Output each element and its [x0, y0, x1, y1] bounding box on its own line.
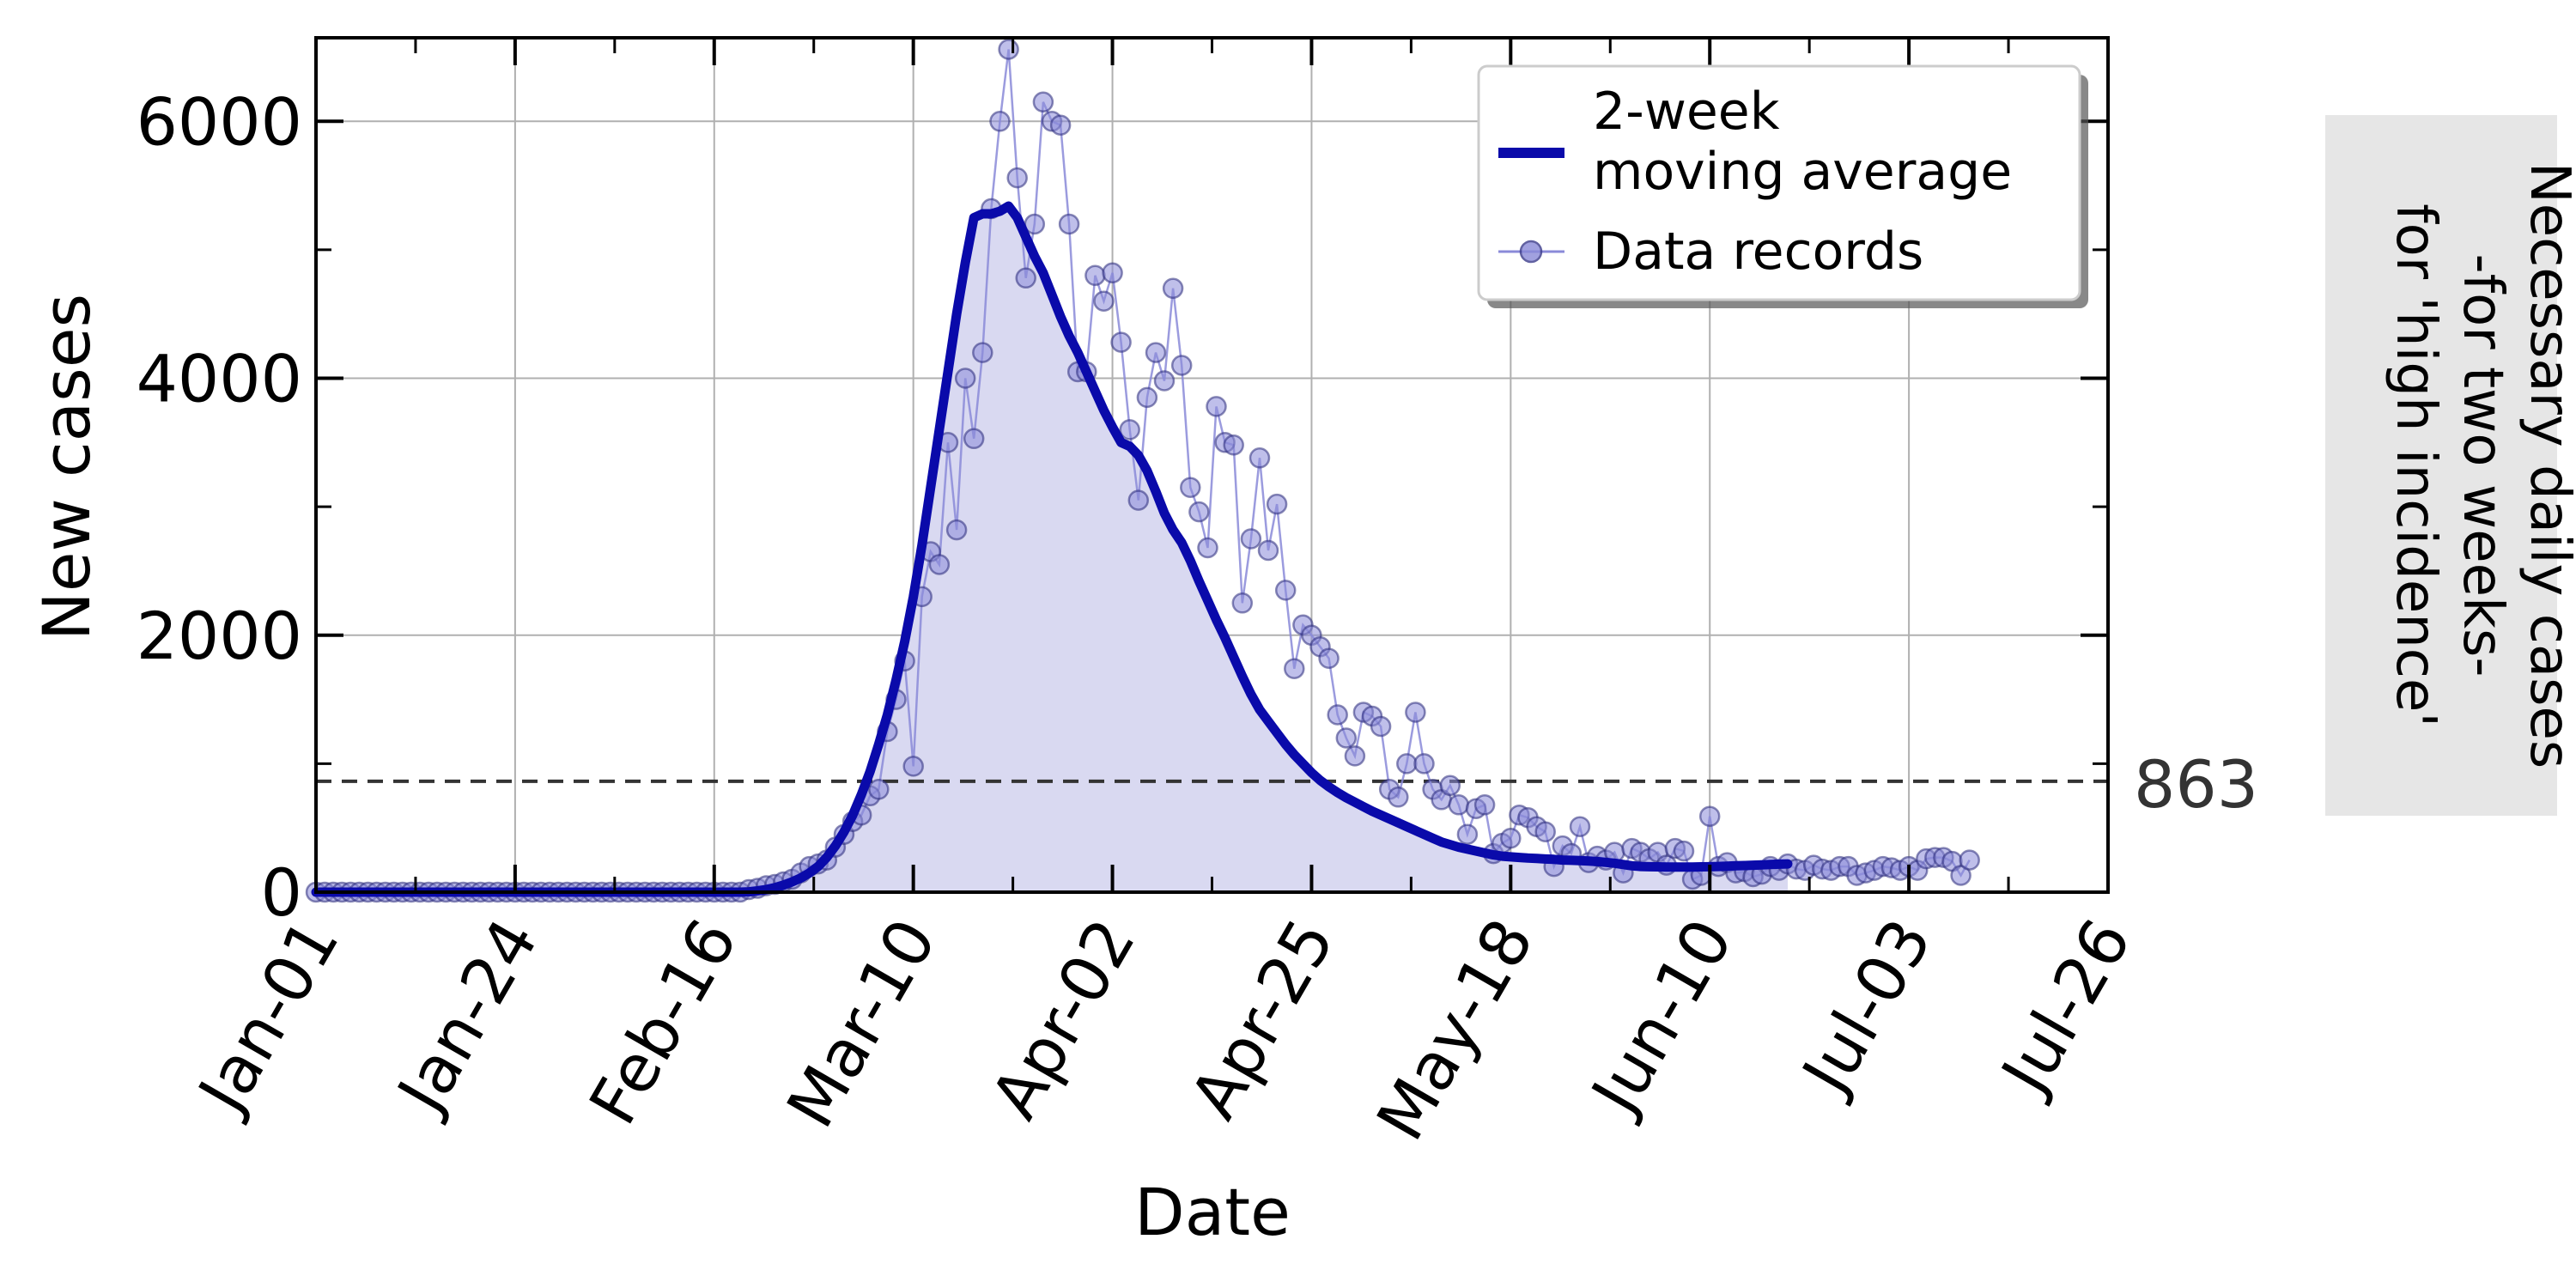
- legend-moving-average-label-line2: moving average: [1593, 142, 2012, 202]
- legend-data-records-marker-swatch: [1519, 240, 1543, 264]
- data-record-point: [1439, 775, 1461, 797]
- data-record-point: [1405, 702, 1426, 723]
- legend-box: [1477, 64, 2081, 301]
- data-record-point: [989, 111, 1011, 132]
- data-record-point: [998, 39, 1019, 60]
- data-record-point: [1188, 501, 1210, 523]
- y-tick-label: 4000: [137, 341, 302, 417]
- legend: 2-week moving average Data records: [1477, 64, 2088, 308]
- moving-average-area-fill: [316, 206, 1788, 892]
- data-record-point: [1223, 434, 1244, 456]
- data-record-point: [1032, 91, 1054, 113]
- data-record-point: [1344, 745, 1366, 767]
- data-record-point: [1049, 114, 1072, 136]
- side-note-box: [2325, 115, 2557, 816]
- data-record-point: [972, 342, 993, 363]
- side-note-line-3: for 'high incidence': [2384, 204, 2447, 727]
- data-record-point: [1327, 704, 1348, 726]
- data-record-point: [1162, 277, 1184, 300]
- data-record-point: [1959, 849, 1980, 871]
- data-record-point: [1370, 715, 1392, 738]
- data-record-point: [1673, 840, 1695, 862]
- data-record-point: [1119, 419, 1140, 440]
- data-record-point: [1534, 821, 1556, 842]
- data-record-point: [928, 554, 951, 575]
- data-record-point: [1015, 267, 1036, 289]
- data-record-point: [1206, 396, 1227, 417]
- data-record-point: [1240, 528, 1262, 550]
- data-record-point: [902, 756, 924, 777]
- data-record-point: [1448, 794, 1470, 816]
- data-record-point: [1127, 489, 1150, 511]
- data-record-point: [1456, 823, 1479, 845]
- data-record-point: [1500, 827, 1522, 849]
- data-record-point: [1413, 753, 1435, 775]
- data-record-point: [1396, 753, 1418, 775]
- x-axis-title: Date: [1134, 1174, 1291, 1250]
- data-record-point: [1093, 290, 1115, 312]
- legend-moving-average-label: 2-week moving average: [1593, 82, 2012, 202]
- data-record-point: [1145, 342, 1167, 363]
- data-record-point: [1006, 167, 1028, 189]
- data-record-point: [1257, 539, 1279, 562]
- data-record-point: [1170, 355, 1193, 376]
- data-record-point: [1231, 592, 1254, 614]
- data-record-point: [1698, 805, 1721, 827]
- data-record-point: [1318, 647, 1340, 669]
- y-tick-label: 6000: [137, 83, 302, 160]
- y-tick-label: 0: [261, 854, 302, 931]
- data-record-point: [963, 428, 985, 450]
- data-record-point: [1084, 264, 1106, 287]
- data-record-point: [1335, 727, 1358, 749]
- data-record-point: [1274, 580, 1297, 601]
- y-tick-label: 2000: [137, 598, 302, 674]
- data-record-point: [1136, 386, 1158, 409]
- side-note-line-1: Necessary daily cases: [2518, 162, 2576, 769]
- data-record-point: [1058, 213, 1080, 235]
- data-record-point: [1197, 537, 1218, 559]
- data-record-point: [868, 779, 890, 800]
- data-record-point: [945, 519, 968, 541]
- data-record-point: [1569, 816, 1591, 837]
- legend-moving-average-label-line1: 2-week: [1593, 82, 1780, 142]
- data-record-point: [1388, 787, 1409, 808]
- data-record-point: [1102, 262, 1123, 284]
- side-note-line-2: -for two weeks-: [2451, 254, 2514, 677]
- data-record-point: [1180, 477, 1201, 498]
- y-axis-title: New cases: [28, 294, 105, 641]
- data-record-point: [1284, 658, 1305, 679]
- data-record-point: [954, 368, 976, 389]
- data-record-point: [1249, 447, 1271, 469]
- data-record-point: [1110, 331, 1132, 353]
- data-record-point: [1153, 370, 1176, 392]
- data-record-point: [1473, 794, 1496, 816]
- side-note: Necessary daily cases -for two weeks- fo…: [2325, 115, 2576, 816]
- data-record-point: [1266, 493, 1288, 515]
- reference-line-label: 863: [2134, 746, 2258, 823]
- legend-data-records-label: Data records: [1593, 222, 1923, 282]
